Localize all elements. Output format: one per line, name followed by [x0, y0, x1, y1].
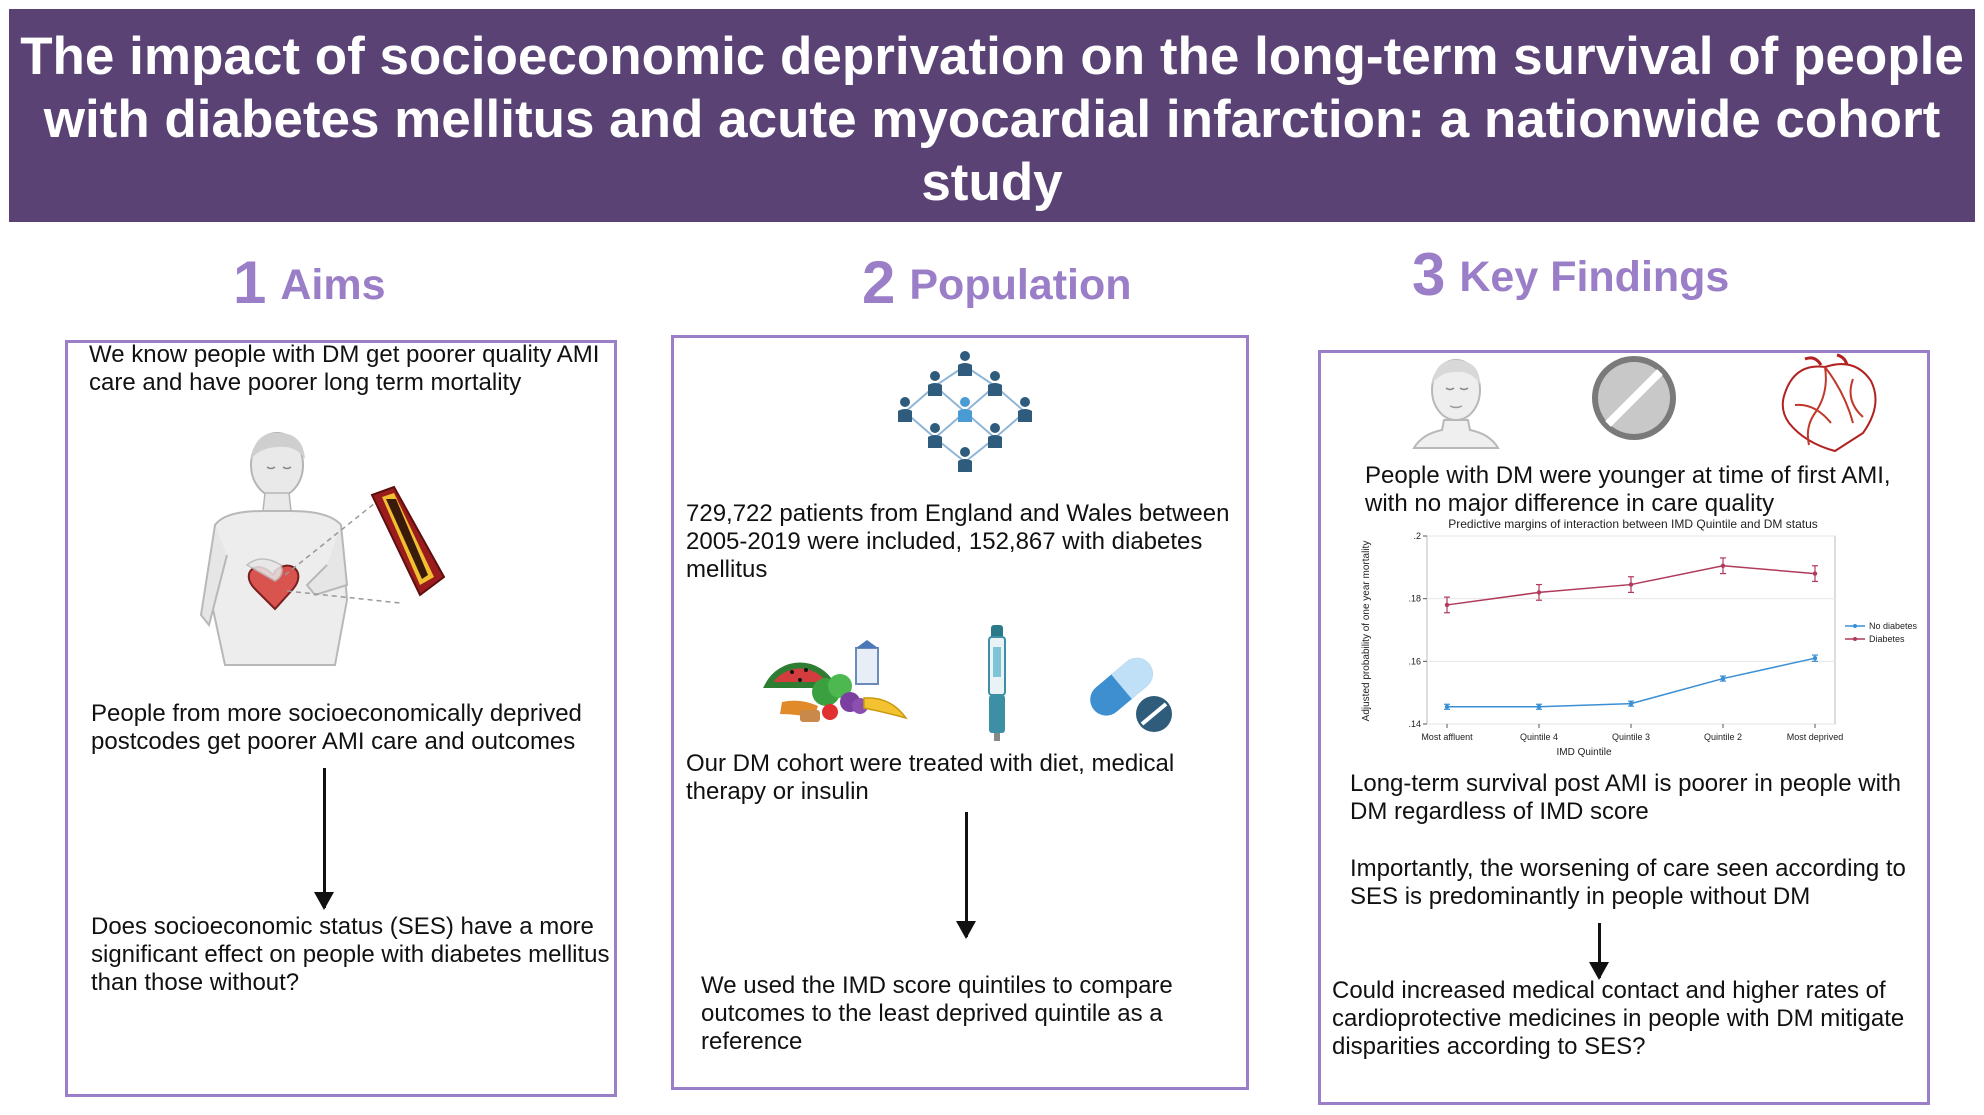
y-tick-label: .2: [1413, 531, 1421, 541]
person-node-icon: [988, 423, 1002, 448]
page-title: The impact of socioeconomic deprivation …: [20, 27, 1964, 212]
heart-vessels-icon: [1781, 353, 1877, 453]
person-node-icon: [958, 447, 972, 472]
x-tick-label: Most deprived: [1787, 732, 1844, 742]
data-point: [1444, 602, 1450, 608]
pill-capsule-icon: [1090, 657, 1172, 732]
data-point: [1536, 590, 1542, 595]
y-tick-label: .16: [1408, 656, 1421, 666]
aims-number: 1: [233, 249, 267, 316]
aims-text-1: We know people with DM get poorer qualit…: [89, 341, 600, 396]
people-network-icon: [898, 351, 1032, 472]
title-banner: The impact of socioeconomic deprivation …: [9, 9, 1975, 222]
findings-heading-text: Key Findings: [1459, 253, 1730, 301]
person-node-icon: [958, 397, 972, 422]
aims-text-2: People from more socioeconomically depri…: [91, 700, 582, 755]
legend-label: Diabetes: [1869, 634, 1905, 644]
data-point: [1720, 563, 1726, 568]
x-tick-label: Most affluent: [1421, 732, 1473, 742]
x-tick-label: Quintile 3: [1612, 732, 1650, 742]
person-node-icon: [958, 351, 972, 376]
findings-number: 3: [1412, 241, 1446, 308]
aims-panel: [65, 340, 617, 1097]
y-tick-label: .14: [1408, 719, 1421, 729]
data-point: [1812, 571, 1818, 576]
aims-text-3: Does socioeconomic status (SES) have a m…: [91, 913, 610, 996]
person-node-icon: [928, 423, 942, 448]
population-text-1: 729,722 patients from England and Wales …: [686, 500, 1230, 583]
aims-heading-text: Aims: [280, 261, 386, 309]
food-icon: [763, 640, 908, 722]
population-arrow: [956, 812, 976, 939]
legend-label: No diabetes: [1869, 621, 1918, 631]
data-point: [1444, 704, 1450, 709]
face-icon: [1412, 359, 1500, 449]
chart-title: Predictive margins of interaction betwee…: [1448, 517, 1818, 531]
population-heading: 2 Population: [862, 248, 1132, 317]
x-tick-label: Quintile 2: [1704, 732, 1742, 742]
data-point: [1536, 704, 1542, 709]
person-heart-icon: [199, 432, 401, 666]
findings-text-1: People with DM were younger at time of f…: [1365, 462, 1891, 517]
findings-text-2: Long-term survival post AMI is poorer in…: [1350, 770, 1901, 825]
chart-ylabel: Adjusted probability of one year mortali…: [1361, 541, 1372, 722]
population-heading-text: Population: [909, 261, 1132, 309]
chart-xlabel: IMD Quintile: [1556, 747, 1611, 758]
legend-marker: [1853, 624, 1857, 628]
population-number: 2: [862, 249, 896, 316]
population-text-2: Our DM cohort were treated with diet, me…: [686, 750, 1175, 805]
findings-text-3: Importantly, the worsening of care seen …: [1350, 855, 1906, 910]
tablet-icon: [1592, 356, 1676, 440]
findings-arrow: [1589, 923, 1609, 980]
x-tick-label: Quintile 4: [1520, 732, 1558, 742]
person-node-icon: [988, 371, 1002, 396]
person-node-icon: [928, 371, 942, 396]
data-point: [1720, 676, 1726, 681]
data-point: [1628, 582, 1634, 587]
findings-heading: 3 Key Findings: [1412, 240, 1729, 309]
person-node-icon: [1018, 397, 1032, 422]
legend-marker: [1853, 637, 1857, 641]
population-text-3: We used the IMD score quintiles to compa…: [701, 972, 1173, 1055]
findings-panel: [1318, 350, 1930, 1105]
person-node-icon: [898, 397, 912, 422]
imd-dm-margins-chart: Predictive margins of interaction betwee…: [1361, 517, 1918, 758]
findings-text-4: Could increased medical contact and high…: [1332, 977, 1905, 1060]
data-point: [1628, 701, 1634, 706]
insulin-pen-icon: [988, 625, 1006, 741]
y-tick-label: .18: [1408, 594, 1421, 604]
aims-heading: 1 Aims: [233, 248, 386, 317]
artery-plaque-icon: [370, 485, 446, 597]
plot-frame: [1426, 535, 1836, 725]
aims-arrow: [314, 768, 334, 910]
population-panel: [671, 335, 1249, 1090]
data-point: [1812, 656, 1818, 661]
series-line: [1447, 657, 1816, 708]
